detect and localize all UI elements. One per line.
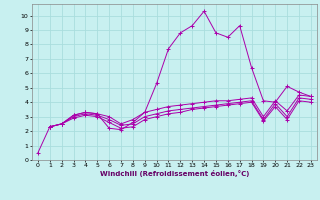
X-axis label: Windchill (Refroidissement éolien,°C): Windchill (Refroidissement éolien,°C) <box>100 170 249 177</box>
